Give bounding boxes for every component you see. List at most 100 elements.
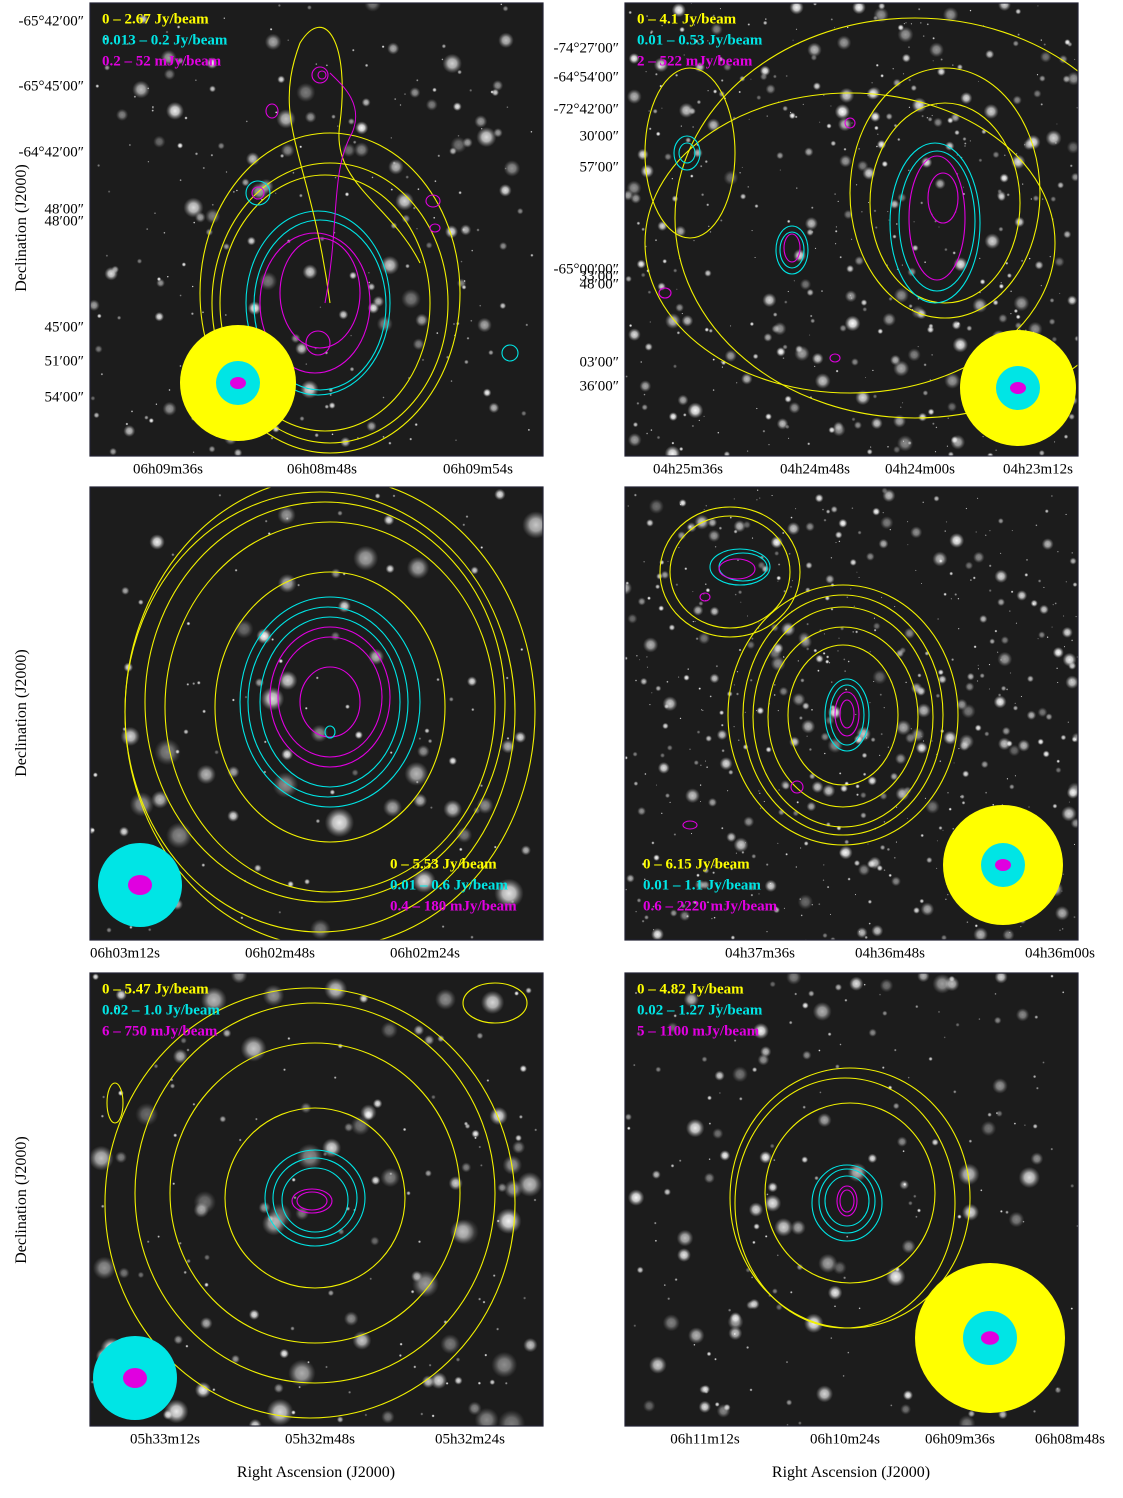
star [428,739,433,744]
star [965,561,973,569]
star [756,710,758,712]
star [697,730,701,734]
star [626,581,630,585]
star [278,574,297,593]
star [636,655,638,657]
star [868,857,881,870]
star [625,276,632,283]
star [399,1354,402,1357]
star [517,1172,542,1197]
star [705,735,712,742]
star [345,192,350,197]
star [939,760,941,762]
star [802,104,804,106]
star [635,679,637,681]
star [785,424,790,429]
star [855,894,857,896]
star [851,358,859,366]
star [830,914,832,916]
star [998,227,1003,232]
star [915,1005,918,1008]
star [776,347,786,357]
star [753,1223,760,1230]
star [657,436,661,440]
y-tick-label: 45′00″ [44,319,84,335]
star [455,439,457,441]
star [416,79,419,82]
star [693,1344,695,1346]
star [442,44,447,49]
star [706,588,711,593]
star [679,103,694,118]
star [1052,804,1057,809]
star [835,104,850,119]
star [745,842,747,844]
star [450,1219,475,1244]
star [871,417,883,429]
star [118,1267,129,1278]
star [694,621,696,623]
star [908,304,912,308]
star [908,1201,913,1206]
star [797,660,799,662]
star [858,577,860,579]
star [937,840,939,842]
star [137,259,142,264]
star [669,412,678,421]
star [831,506,838,513]
star [839,846,853,860]
star [998,314,1007,323]
star [304,879,310,885]
star [337,125,339,127]
star [786,1361,788,1363]
star [530,254,533,257]
star [782,532,784,534]
star [686,915,689,918]
star [932,37,935,40]
star [880,979,894,993]
legend-text: 0.02 – 1.0 Jy/beam [102,1002,220,1018]
x-tick-label: 04h36m00s [1025,945,1095,961]
star [816,1385,833,1402]
star [1037,638,1039,640]
star [902,402,904,404]
star [778,789,780,791]
star [675,1278,678,1281]
star [307,1361,310,1364]
star [1002,727,1011,736]
star [920,201,923,204]
star [1057,682,1059,684]
star [994,570,1007,583]
star [766,931,768,933]
star [751,894,754,897]
star [714,1358,717,1361]
star [756,499,758,501]
star [218,494,221,497]
star [93,772,98,777]
star [937,618,939,620]
star [773,75,777,79]
star [897,138,900,141]
star [923,740,925,742]
star [1071,639,1073,641]
legend-text: 6 – 750 mJy/beam [102,1023,218,1039]
star [908,78,911,81]
star [958,628,960,630]
y-axis-label: Declination (J2000) [13,164,30,292]
legend-text: 0.6 – 2220 mJy/beam [643,898,778,914]
star [749,1202,764,1217]
star [1009,610,1011,612]
star [506,677,509,680]
star [698,420,700,422]
star [645,343,653,351]
star [1017,33,1020,36]
x-tick-label: 04h36m48s [855,945,925,961]
star [1035,261,1044,270]
star [1056,1387,1059,1390]
star [999,284,1004,289]
star [679,1159,682,1162]
star [714,917,716,919]
star [197,681,201,685]
star [449,697,454,702]
star [953,1090,957,1094]
